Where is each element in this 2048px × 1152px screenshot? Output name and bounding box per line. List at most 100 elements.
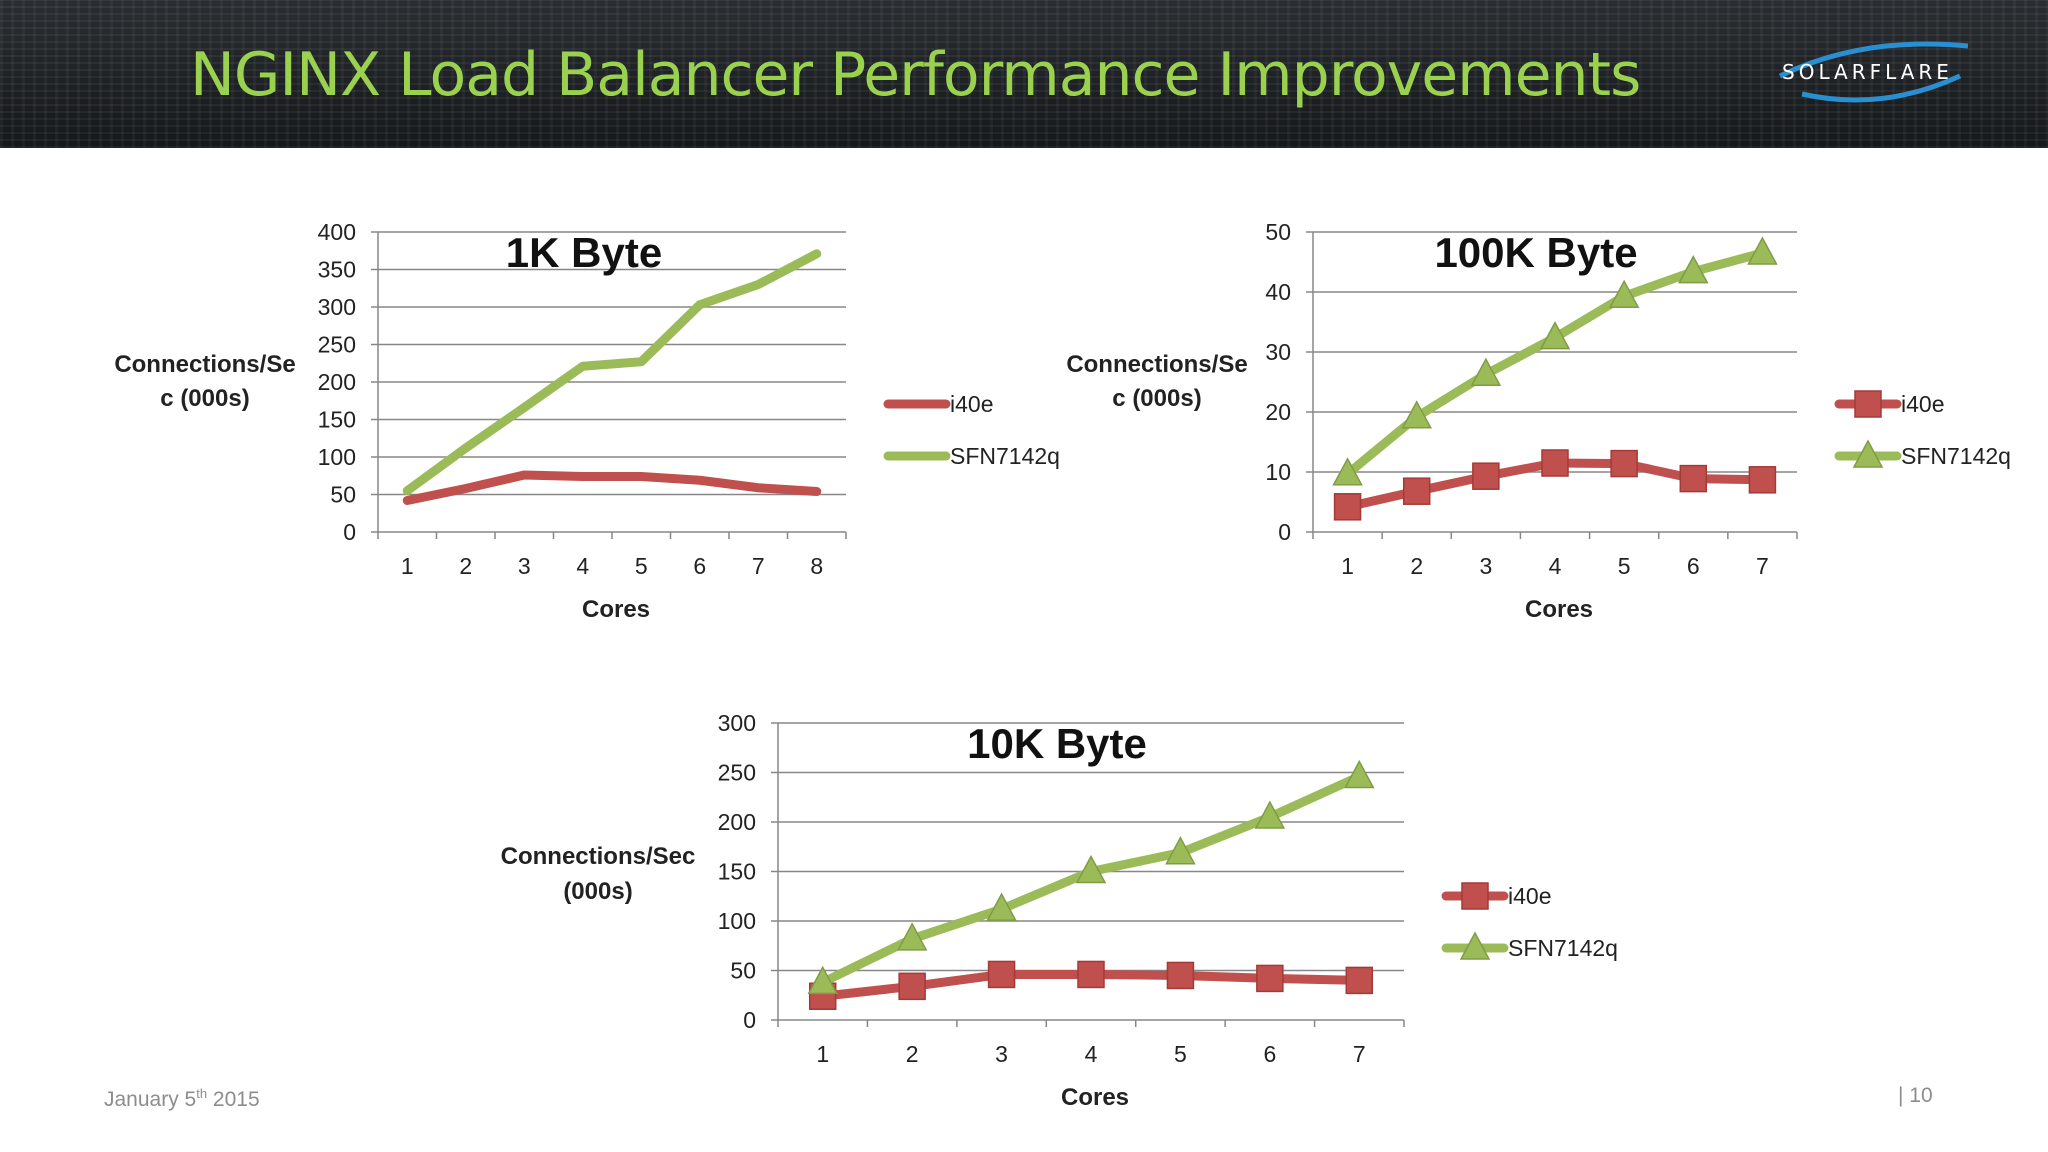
data-point-sfn7142q <box>1344 759 1375 789</box>
y-tick-label: 10 <box>1265 459 1291 485</box>
x-tick-label: 7 <box>752 553 765 579</box>
chart-title: 10K Byte <box>967 720 1147 767</box>
y-tick-label: 100 <box>718 908 756 934</box>
x-tick-label: 6 <box>1263 1041 1276 1067</box>
x-tick-label: 6 <box>1687 553 1700 579</box>
x-tick-label: 2 <box>1410 553 1423 579</box>
data-point-i40e <box>1333 493 1362 521</box>
data-point-i40e <box>987 960 1016 989</box>
footer-date-suffix: 2015 <box>207 1088 260 1111</box>
x-tick-label: 7 <box>1756 553 1769 579</box>
x-tick-label: 7 <box>1353 1041 1366 1067</box>
data-point-sfn7142q <box>1608 279 1640 308</box>
chart-10k: 0 50 100 150 200 250 300 1 2 3 4 5 6 7 Cores Connection… <box>501 710 1618 1111</box>
data-point-sfn7142q <box>1747 236 1778 265</box>
data-point-i40e <box>1345 966 1374 995</box>
x-tick-label: 3 <box>1479 553 1492 579</box>
legend-marker-sfn7142q <box>1852 439 1884 468</box>
chart-100k: 0 10 20 30 40 50 1 2 3 4 5 6 7 Cores Connections/Se c (… <box>1066 219 2011 623</box>
y-axis-label: Connections/Se <box>1066 351 1247 378</box>
series-line-sfn7142q <box>1343 248 1767 479</box>
slide-header: NGINX Load Balancer Performance Improvem… <box>0 0 2048 148</box>
footer-date-prefix: January 5 <box>104 1088 197 1111</box>
x-tick-label: 5 <box>1174 1041 1187 1067</box>
x-tick-label: 5 <box>635 553 648 579</box>
y-tick-label: 40 <box>1265 279 1291 305</box>
y-tick-label: 50 <box>730 958 756 984</box>
data-point-sfn7142q <box>896 922 928 951</box>
data-point-i40e <box>1610 449 1638 478</box>
x-tick-label: 6 <box>693 553 706 579</box>
legend-marker-i40e <box>1854 390 1882 418</box>
data-point-i40e <box>898 972 926 1001</box>
legend-label-i40e: i40e <box>1508 883 1551 909</box>
y-tick-label: 300 <box>318 294 356 320</box>
data-point-i40e <box>1472 462 1500 490</box>
data-point-i40e <box>1077 960 1105 989</box>
x-tick-label: 2 <box>906 1041 919 1067</box>
data-point-sfn7142q <box>1470 357 1502 386</box>
legend-label-i40e: i40e <box>1901 391 1944 417</box>
data-point-i40e <box>1679 464 1708 493</box>
chart-title: 100K Byte <box>1434 229 1637 276</box>
x-tick-label: 1 <box>401 553 414 579</box>
y-tick-label: 0 <box>343 519 356 545</box>
data-point-sfn7142q <box>1254 800 1286 829</box>
y-tick-label: 200 <box>318 369 356 395</box>
data-point-sfn7142q <box>1401 400 1432 429</box>
series-line-sfn7142q <box>402 249 822 496</box>
x-tick-label: 1 <box>816 1041 829 1067</box>
solarflare-logo: SOLARFLARE <box>1772 36 1992 116</box>
x-axis-label: Cores <box>1061 1084 1129 1111</box>
data-point-sfn7142q <box>1075 854 1107 884</box>
y-tick-label: 400 <box>318 219 356 245</box>
data-point-sfn7142q <box>986 892 1017 921</box>
data-point-sfn7142q <box>807 965 838 995</box>
data-point-sfn7142q <box>1678 255 1709 284</box>
x-tick-label: 3 <box>518 553 531 579</box>
x-axis-label: Cores <box>1525 596 1593 623</box>
data-point-i40e <box>1541 449 1569 477</box>
y-tick-label: 0 <box>1278 519 1291 545</box>
y-axis-label: Connections/Sec <box>501 843 696 870</box>
x-axis-label: Cores <box>582 596 650 623</box>
data-point-sfn7142q <box>1165 836 1196 865</box>
y-tick-label: 250 <box>718 760 756 786</box>
x-tick-label: 4 <box>1085 1041 1098 1067</box>
x-tick-label: 4 <box>576 553 589 579</box>
data-point-i40e <box>1402 477 1431 505</box>
data-point-i40e <box>1256 964 1284 993</box>
legend-label-sfn7142q: SFN7142q <box>950 443 1060 469</box>
x-tick-label: 8 <box>810 553 823 579</box>
data-point-sfn7142q <box>1332 457 1363 486</box>
footer-date: January 5th 2015 <box>104 1086 260 1112</box>
legend-label-sfn7142q: SFN7142q <box>1508 935 1618 961</box>
legend-label-i40e: i40e <box>950 391 993 417</box>
chart-1k: 0 50 100 150 200 250 300 350 400 1 2 3 4 5 6 7 8 Cores Con… <box>114 219 1060 623</box>
y-tick-label: 250 <box>318 332 356 358</box>
x-tick-label: 4 <box>1549 553 1562 579</box>
y-tick-label: 350 <box>318 257 356 283</box>
legend-label-sfn7142q: SFN7142q <box>1901 443 2011 469</box>
legend-marker-i40e <box>1461 882 1489 910</box>
y-tick-label: 150 <box>318 407 356 433</box>
y-axis-label: Connections/Se <box>114 351 295 378</box>
logo-swoosh-icon <box>1778 41 1969 103</box>
y-tick-label: 50 <box>1265 219 1291 245</box>
series-line-i40e <box>402 470 822 505</box>
y-axis-label: c (000s) <box>1112 385 1201 412</box>
y-tick-label: 200 <box>718 809 756 835</box>
legend-marker-sfn7142q <box>1459 931 1491 960</box>
data-point-i40e <box>1748 466 1777 494</box>
footer-date-sup: th <box>196 1086 208 1101</box>
x-tick-label: 3 <box>995 1041 1008 1067</box>
y-tick-label: 50 <box>330 482 356 508</box>
data-point-sfn7142q <box>1539 321 1571 350</box>
x-tick-label: 5 <box>1618 553 1631 579</box>
data-point-i40e <box>1166 961 1195 990</box>
y-tick-label: 100 <box>318 444 356 470</box>
chart-title: 1K Byte <box>506 229 662 276</box>
y-tick-label: 150 <box>718 859 756 885</box>
x-tick-label: 1 <box>1341 553 1354 579</box>
